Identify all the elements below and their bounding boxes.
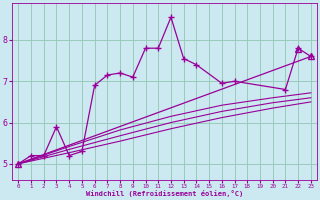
X-axis label: Windchill (Refroidissement éolien,°C): Windchill (Refroidissement éolien,°C) <box>86 190 243 197</box>
